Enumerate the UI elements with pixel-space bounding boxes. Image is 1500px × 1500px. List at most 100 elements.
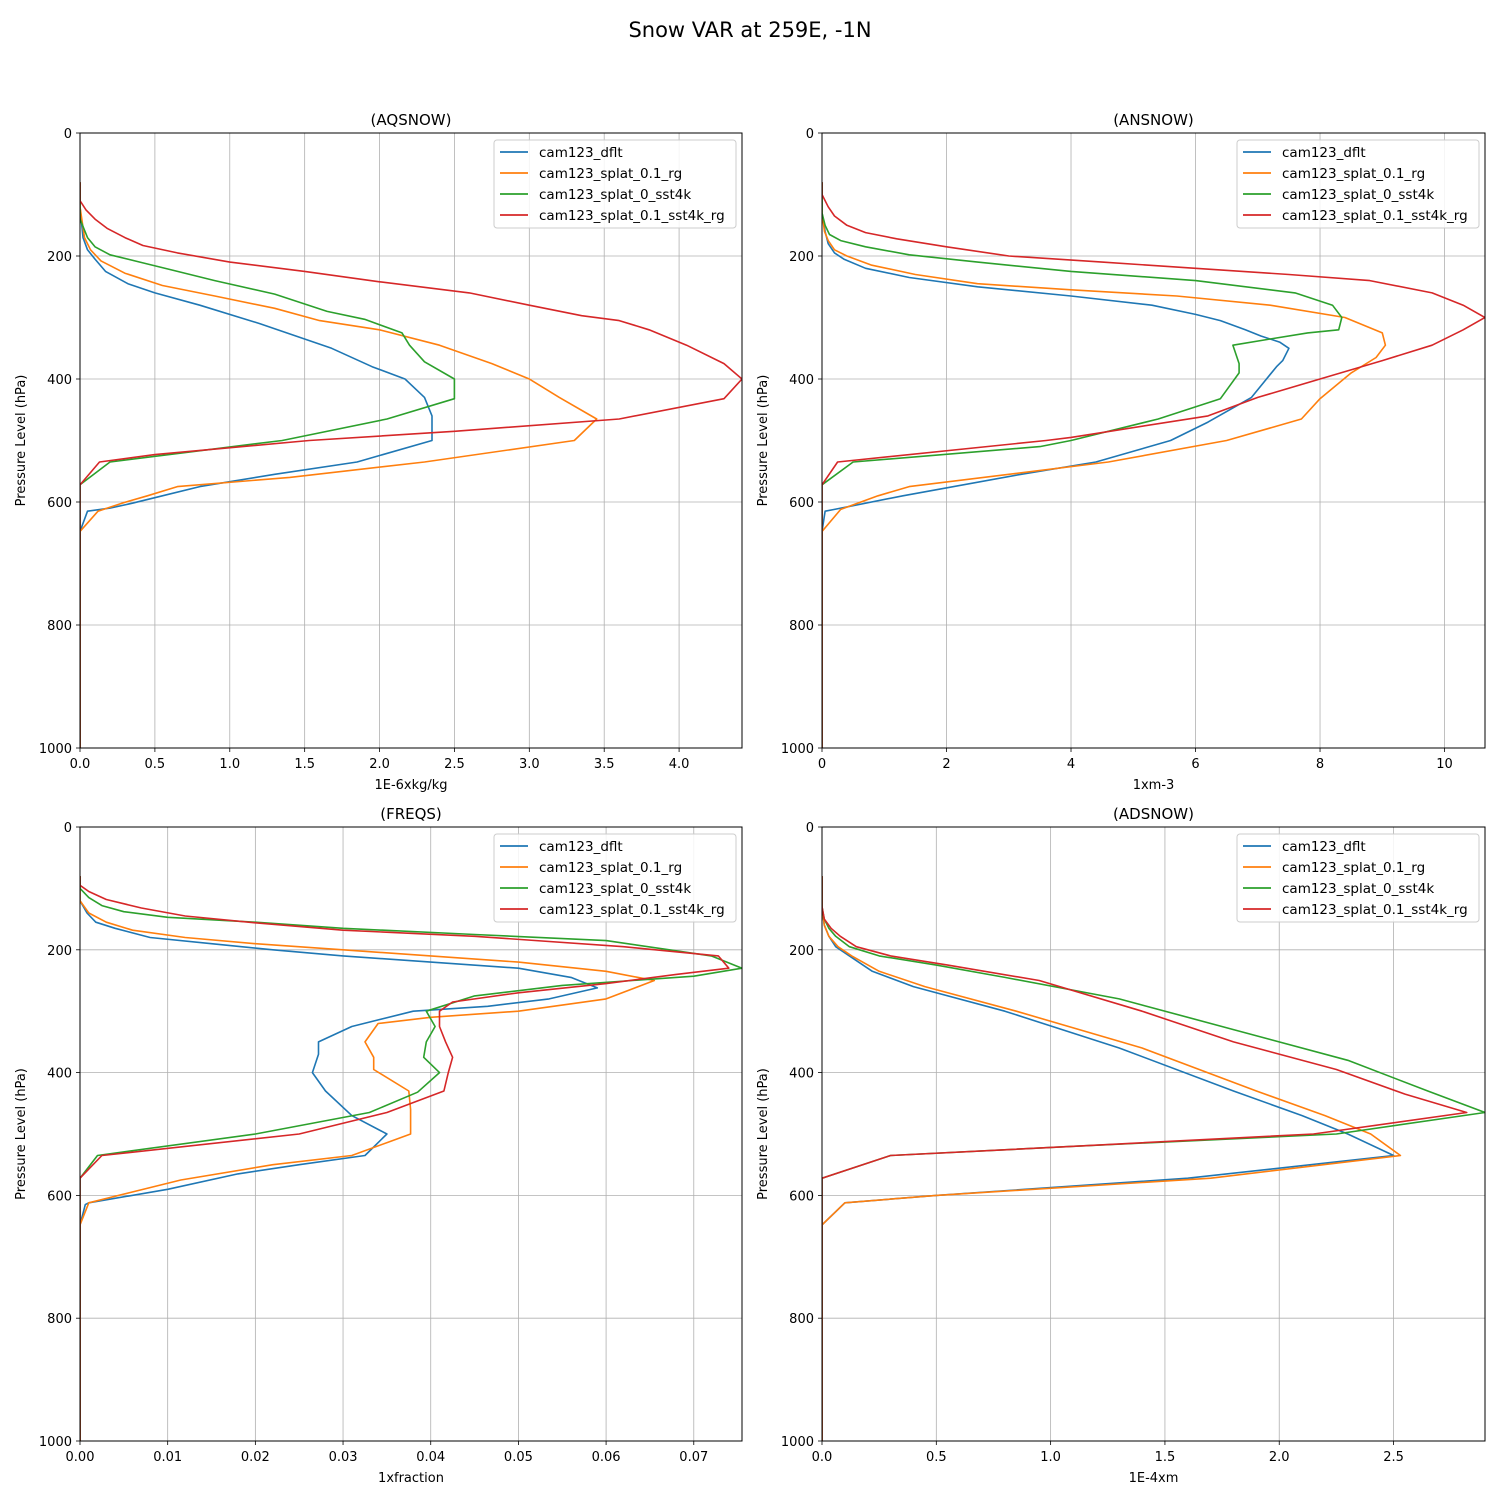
x-tick-label: 1.5 (294, 757, 315, 772)
x-tick-label: 0.03 (329, 1450, 358, 1465)
legend-entry: cam123_dflt (1282, 145, 1366, 161)
panel-title: (AQSNOW) (371, 111, 452, 129)
y-axis-label: Pressure Level (hPa) (14, 1068, 29, 1200)
y-tick-label: 600 (47, 1189, 72, 1204)
y-axis-label: Pressure Level (hPa) (756, 375, 771, 507)
legend-entry: cam123_splat_0.1_rg (539, 166, 682, 182)
x-tick-label: 0.5 (145, 757, 166, 772)
legend: cam123_dflt cam123_splat_0.1_rg cam123_spl… (1236, 139, 1480, 229)
panel-2: 0.00 0.01 0.02 0.03 0.04 0.05 0.06 0.07 0 200 400 6… (14, 805, 743, 1486)
legend: cam123_dflt cam123_splat_0.1_rg cam123_spl… (1236, 833, 1480, 923)
x-axis-label: 1xm-3 (1133, 778, 1175, 793)
y-tick-label: 1000 (39, 742, 72, 757)
legend-entry: cam123_dflt (1282, 839, 1366, 855)
x-tick-label: 1.0 (219, 757, 240, 772)
series-line-cam123_splat_0.1_rg (822, 182, 1387, 748)
legend: cam123_dflt cam123_splat_0.1_rg cam123_spl… (493, 833, 737, 923)
series-line-cam123_splat_0.1_sst4k_rg (822, 876, 1468, 1441)
y-tick-label: 400 (789, 373, 814, 388)
x-tick-label: 0.06 (592, 1450, 621, 1465)
series-line-cam123_splat_0.1_rg (80, 876, 656, 1441)
plot-area (822, 827, 1485, 1441)
panel-title: (FREQS) (380, 805, 442, 823)
y-tick-label: 400 (47, 1067, 72, 1082)
panel-title: (ADSNOW) (1113, 805, 1194, 823)
x-tick-label: 2.0 (369, 757, 390, 772)
y-tick-label: 0 (64, 821, 72, 836)
series-group (822, 182, 1485, 748)
x-tick-label: 10 (1436, 757, 1453, 772)
series-line-cam123_splat_0.1_rg (80, 182, 598, 748)
x-tick-label: 0.00 (66, 1450, 95, 1465)
y-tick-label: 200 (47, 944, 72, 959)
legend: cam123_dflt cam123_splat_0.1_rg cam123_spl… (493, 139, 737, 229)
y-tick-label: 600 (789, 1189, 814, 1204)
y-tick-label: 600 (789, 496, 814, 511)
x-tick-label: 0.07 (679, 1450, 708, 1465)
y-tick-label: 1000 (781, 1435, 814, 1450)
x-tick-label: 0.0 (70, 757, 91, 772)
plot-frame (821, 826, 1486, 1442)
y-tick-label: 400 (47, 373, 72, 388)
series-line-cam123_splat_0.1_sst4k_rg (80, 876, 730, 1441)
x-tick-label: 2.5 (444, 757, 465, 772)
x-tick-label: 2 (942, 757, 950, 772)
x-axis-label: 1E-4xm (1129, 1471, 1179, 1486)
series-group (80, 182, 742, 748)
x-tick-label: 0 (818, 757, 826, 772)
panel-1: 0 2 4 6 8 10 0 200 400 600 800 1000 (ANSNOW) 1xm-3 Pre… (756, 111, 1486, 793)
series-line-cam123_splat_0_sst4k (80, 182, 456, 748)
y-tick-label: 200 (789, 250, 814, 265)
legend-entry: cam123_splat_0.1_sst4k_rg (1282, 208, 1468, 224)
legend-entry: cam123_dflt (539, 145, 623, 161)
x-tick-label: 3.5 (594, 757, 615, 772)
y-tick-label: 0 (64, 127, 72, 142)
legend-entry: cam123_splat_0.1_rg (1282, 860, 1425, 876)
x-tick-label: 4.0 (669, 757, 690, 772)
y-tick-label: 200 (47, 250, 72, 265)
x-tick-label: 0.02 (241, 1450, 270, 1465)
figure-title: Snow VAR at 259E, -1N (628, 18, 871, 42)
legend-box (1236, 833, 1480, 923)
series-group (80, 876, 742, 1441)
series-line-cam123_dflt (80, 182, 433, 748)
x-tick-label: 3.0 (519, 757, 540, 772)
legend-entry: cam123_splat_0_sst4k (539, 187, 691, 203)
legend-entry: cam123_splat_0.1_rg (539, 860, 682, 876)
series-line-cam123_splat_0.1_rg (822, 876, 1402, 1441)
y-tick-label: 800 (789, 619, 814, 634)
y-tick-label: 400 (789, 1067, 814, 1082)
y-tick-label: 600 (47, 496, 72, 511)
series-line-cam123_splat_0.1_sst4k_rg (80, 182, 742, 748)
plot-area (822, 133, 1485, 748)
x-axis-label: 1xfraction (378, 1471, 444, 1486)
legend-entry: cam123_splat_0_sst4k (539, 881, 691, 897)
series-line-cam123_splat_0_sst4k (822, 182, 1343, 748)
y-axis-label: Pressure Level (hPa) (14, 375, 29, 507)
series-line-cam123_dflt (822, 182, 1290, 748)
y-tick-label: 1000 (781, 742, 814, 757)
legend-entry: cam123_splat_0_sst4k (1282, 881, 1434, 897)
y-axis-label: Pressure Level (hPa) (756, 1068, 771, 1200)
y-tick-label: 0 (806, 127, 814, 142)
x-tick-label: 8 (1316, 757, 1324, 772)
x-axis-label: 1E-6xkg/kg (374, 778, 447, 793)
y-tick-label: 1000 (39, 1435, 72, 1450)
x-tick-label: 0.04 (416, 1450, 445, 1465)
legend-box (493, 139, 737, 229)
x-tick-label: 0.5 (926, 1450, 947, 1465)
legend-entry: cam123_splat_0.1_sst4k_rg (539, 902, 725, 918)
x-tick-label: 0.05 (504, 1450, 533, 1465)
y-tick-label: 800 (789, 1312, 814, 1327)
legend-entry: cam123_dflt (539, 839, 623, 855)
series-line-cam123_dflt (80, 876, 599, 1441)
legend-entry: cam123_splat_0.1_sst4k_rg (1282, 902, 1468, 918)
x-tick-label: 1.0 (1040, 1450, 1061, 1465)
legend-entry: cam123_splat_0.1_rg (1282, 166, 1425, 182)
plot-frame (79, 826, 743, 1442)
plot-area (80, 133, 742, 748)
x-tick-label: 1.5 (1155, 1450, 1176, 1465)
legend-entry: cam123_splat_0.1_sst4k_rg (539, 208, 725, 224)
y-tick-label: 800 (47, 1312, 72, 1327)
